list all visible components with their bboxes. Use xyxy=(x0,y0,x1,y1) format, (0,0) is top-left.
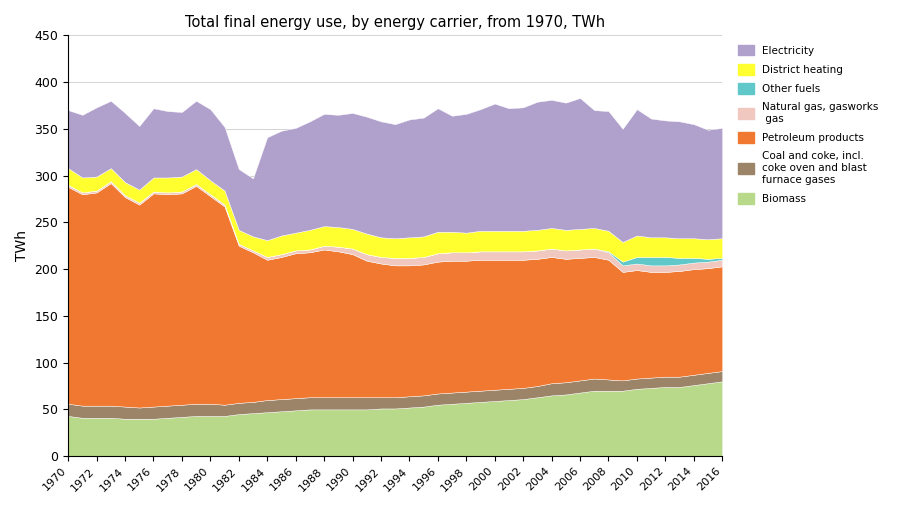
Title: Total final energy use, by energy carrier, from 1970, TWh: Total final energy use, by energy carrie… xyxy=(185,15,605,30)
Y-axis label: TWh: TWh xyxy=(15,230,29,261)
Legend: Electricity, District heating, Other fuels, Natural gas, gasworks
 gas, Petroleu: Electricity, District heating, Other fue… xyxy=(734,41,883,208)
